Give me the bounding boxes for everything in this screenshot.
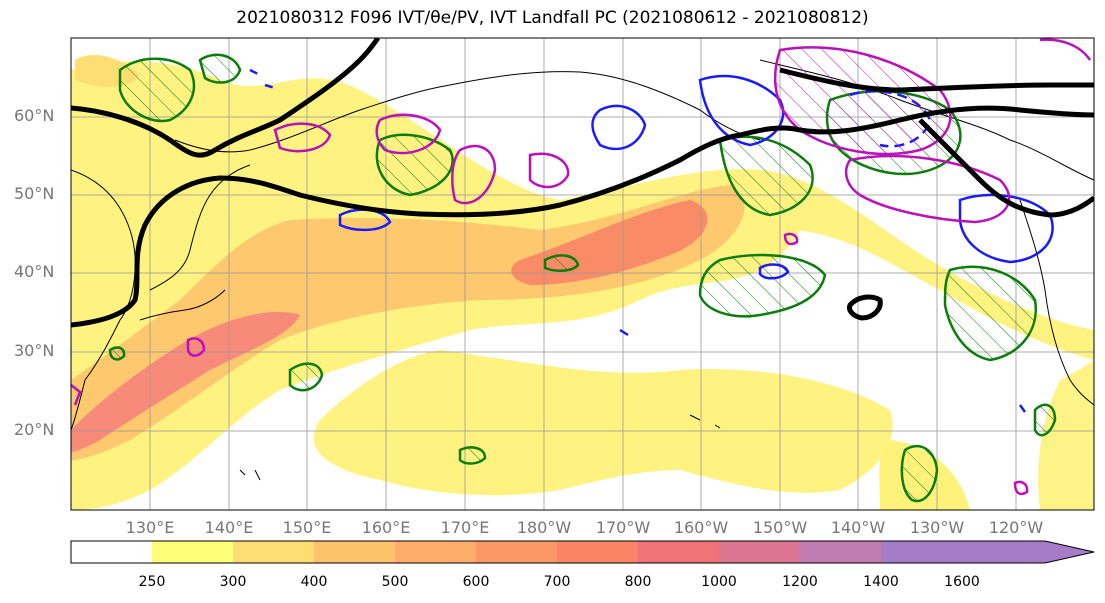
lon-label: 140°W (830, 518, 886, 537)
colorbar-tick-label: 250 (138, 574, 166, 590)
map-area (71, 38, 1094, 510)
lon-label: 170°W (595, 518, 651, 537)
colorbar-tick-label: 1200 (782, 574, 818, 590)
colorbar-tick-label: 600 (462, 574, 490, 590)
colorbar-tick-label: 1000 (701, 574, 737, 590)
colorbar-tick-label: 1600 (944, 574, 980, 590)
map-title: 2021080312 F096 IVT/θe/PV, IVT Landfall … (236, 8, 869, 28)
lat-label: 50°N (14, 184, 55, 203)
colorbar-tick-label: 700 (543, 574, 571, 590)
lon-label: 180°W (516, 518, 572, 537)
lon-label: 120°W (988, 518, 1044, 537)
theta-e-contours (71, 38, 1094, 328)
lon-label: 150°W (752, 518, 808, 537)
lon-label: 160°W (673, 518, 729, 537)
lat-label: 30°N (14, 341, 55, 360)
colorbar-tick-label: 300 (219, 574, 247, 590)
colorbar-tick-label: 800 (624, 574, 652, 590)
colorbar-tick-label: 1400 (863, 574, 899, 590)
lat-label: 20°N (14, 420, 55, 439)
lon-label: 170°E (440, 518, 490, 537)
pc-contours (71, 38, 1092, 496)
lon-label: 140°E (204, 518, 254, 537)
colorbar (70, 540, 1095, 564)
lon-label: 150°E (282, 518, 332, 537)
lon-label: 160°E (361, 518, 411, 537)
colorbar-tick-label: 400 (300, 574, 328, 590)
ivt-shading (71, 55, 1094, 510)
lon-label: 130°E (125, 518, 175, 537)
map-frame (70, 37, 1095, 511)
colorbar-tick-label: 500 (381, 574, 409, 590)
lat-label: 60°N (14, 106, 55, 125)
lat-label: 40°N (14, 262, 55, 281)
lon-label: 130°W (909, 518, 965, 537)
